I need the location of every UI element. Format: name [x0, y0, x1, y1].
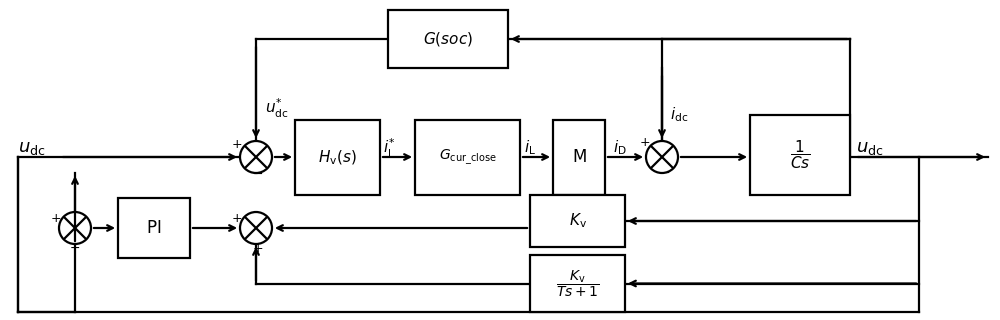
Circle shape — [240, 212, 272, 244]
Text: −: − — [253, 167, 263, 180]
Text: $G_{\mathrm{cur\_close}}$: $G_{\mathrm{cur\_close}}$ — [439, 148, 496, 167]
Bar — [118, 198, 190, 258]
Text: $\mathrm{M}$: $\mathrm{M}$ — [572, 148, 586, 166]
Text: $u^{*}_{\mathrm{dc}}$: $u^{*}_{\mathrm{dc}}$ — [265, 96, 289, 120]
Text: $i^{*}_{\mathrm{L}}$: $i^{*}_{\mathrm{L}}$ — [383, 136, 395, 160]
Circle shape — [240, 141, 272, 173]
Text: +: + — [640, 137, 650, 149]
Text: $K_{\mathrm{v}}$: $K_{\mathrm{v}}$ — [569, 212, 586, 230]
Text: $i_{\mathrm{D}}$: $i_{\mathrm{D}}$ — [613, 139, 627, 157]
Bar — [530, 195, 625, 247]
Bar — [750, 115, 850, 195]
Bar — [530, 255, 625, 312]
Text: +: + — [232, 139, 242, 151]
Circle shape — [646, 141, 678, 173]
Circle shape — [59, 212, 91, 244]
Text: +: + — [51, 212, 61, 225]
Text: +: + — [253, 242, 263, 254]
Text: $u_{\mathrm{dc}}$: $u_{\mathrm{dc}}$ — [856, 139, 884, 157]
Text: $H_{\mathrm{v}}(s)$: $H_{\mathrm{v}}(s)$ — [318, 148, 357, 167]
Text: $\mathrm{PI}$: $\mathrm{PI}$ — [146, 219, 162, 237]
Text: +: + — [232, 212, 242, 225]
Bar — [415, 120, 520, 195]
Bar — [388, 10, 508, 68]
Bar — [295, 120, 380, 195]
Text: −: − — [660, 166, 670, 180]
Text: $i_{\mathrm{L}}$: $i_{\mathrm{L}}$ — [524, 139, 536, 157]
Text: $\dfrac{1}{Cs}$: $\dfrac{1}{Cs}$ — [790, 139, 810, 172]
Text: $i_{\mathrm{dc}}$: $i_{\mathrm{dc}}$ — [670, 106, 688, 124]
Text: $G(soc)$: $G(soc)$ — [423, 30, 473, 48]
Bar — [553, 120, 605, 195]
Text: $\dfrac{K_{\mathrm{v}}}{Ts+1}$: $\dfrac{K_{\mathrm{v}}}{Ts+1}$ — [556, 268, 599, 299]
Text: $u_{\mathrm{dc}}$: $u_{\mathrm{dc}}$ — [18, 139, 46, 157]
Text: −: − — [70, 242, 80, 254]
